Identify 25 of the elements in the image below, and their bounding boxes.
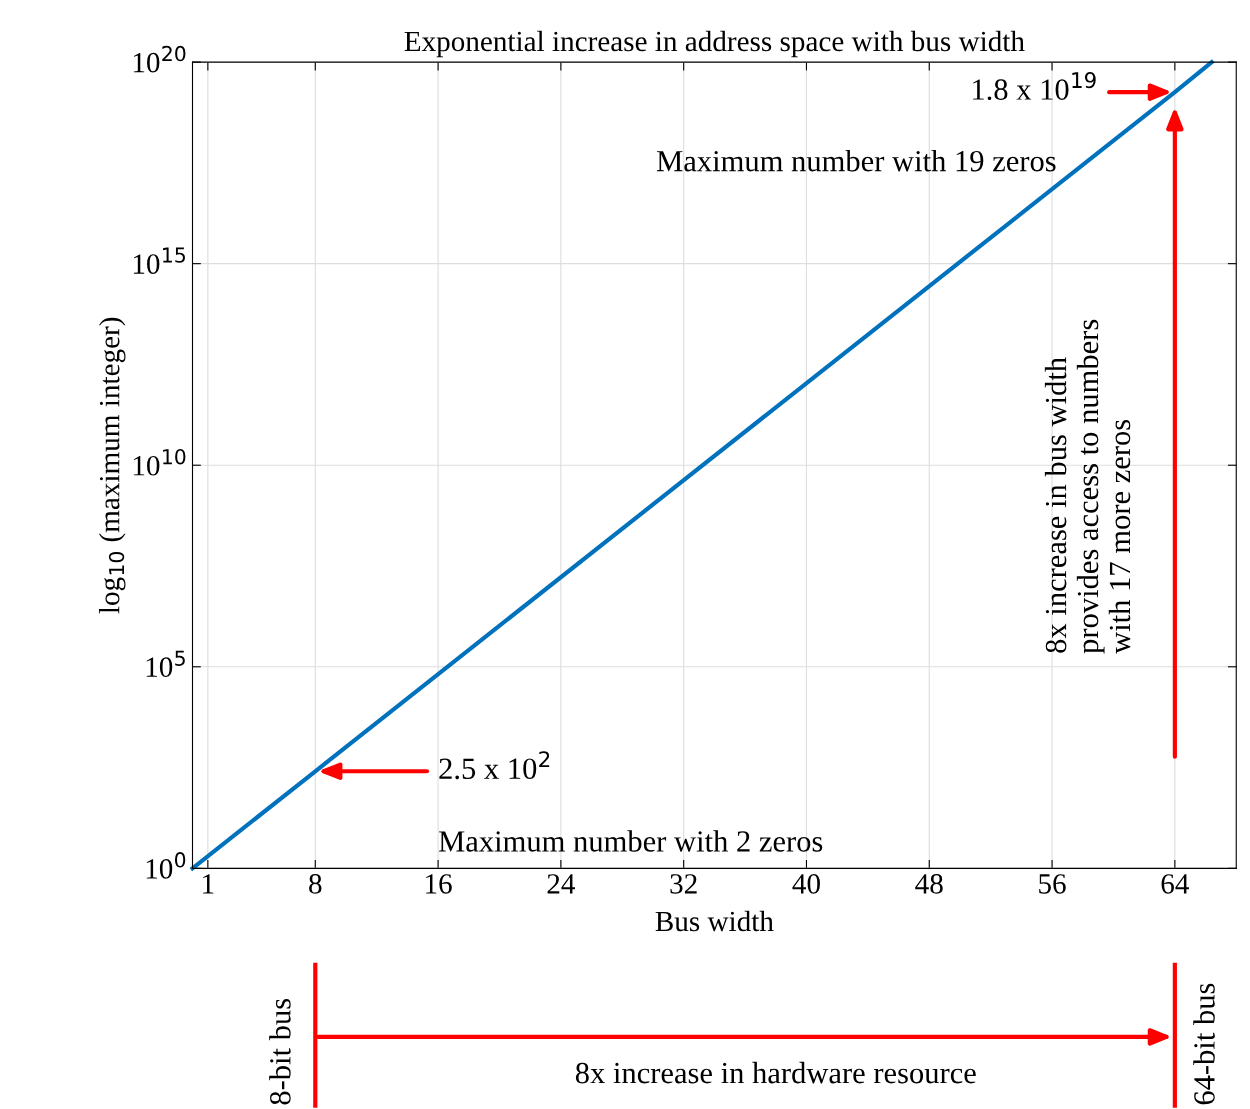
y-tick-label: 10$^{20}$ — [133, 45, 186, 73]
y-axis-title: log$_{10}$ (maximum integer) — [98, 317, 126, 614]
annotation: 2.5 x 10$^{2}$ — [439, 751, 550, 780]
annotation: Maximum number with 2 zeros — [438, 830, 823, 852]
y-tick-label: 10$^{5}$ — [146, 650, 185, 678]
annotation: 1.8 x 10$^{19}$ — [973, 72, 1096, 101]
y-tick-label: 10$^{0}$ — [146, 852, 186, 879]
x-tick-label: 40 — [792, 874, 820, 894]
x-tick-label: 48 — [915, 874, 943, 894]
text: 8x increase in hardware resource — [575, 1061, 976, 1084]
x-tick-label: 24 — [547, 874, 576, 894]
y-tick-label: 10$^{15}$ — [133, 247, 185, 274]
x-tick-label: 56 — [1039, 874, 1066, 894]
x-axis-title: Bus width — [655, 910, 774, 932]
x-tick-label: 16 — [426, 874, 452, 894]
x-tick-label: 1 — [203, 874, 214, 894]
x-tick-label: 8 — [309, 874, 322, 894]
chart-title: Exponential increase in address space with bus width — [404, 30, 1025, 58]
text: 64-bit bus — [1193, 983, 1215, 1105]
annotation: 8x increase in bus width provides access to numbers with 17 more zeros — [1044, 319, 1131, 654]
x-tick-label: 32 — [670, 874, 697, 894]
text: 8-bit bus — [269, 998, 291, 1105]
x-tick-label: 64 — [1161, 874, 1189, 894]
annotation: Maximum number with 19 zeros — [656, 149, 1056, 172]
y-tick-label: 10$^{10}$ — [133, 448, 186, 476]
